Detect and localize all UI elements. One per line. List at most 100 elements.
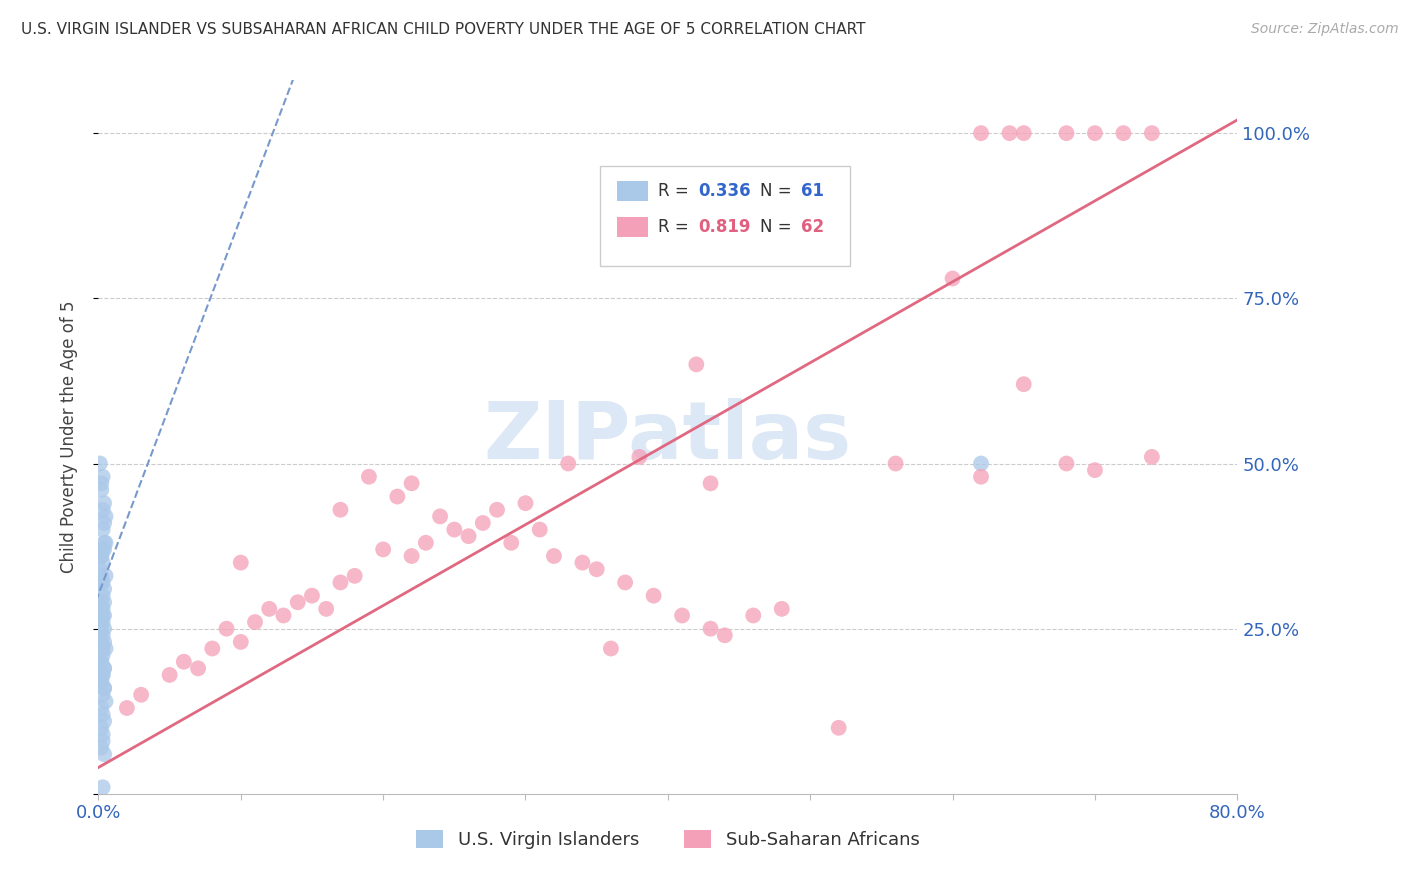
Text: R =: R =	[658, 182, 693, 200]
Point	[159, 668, 181, 682]
Point	[90, 569, 112, 583]
Point	[557, 457, 579, 471]
Bar	[617, 181, 648, 201]
Point	[998, 126, 1021, 140]
Point	[91, 469, 114, 483]
Point	[91, 556, 114, 570]
Point	[90, 674, 112, 689]
Point	[91, 542, 114, 557]
Point	[329, 502, 352, 516]
Point	[94, 694, 117, 708]
Text: U.S. VIRGIN ISLANDER VS SUBSAHARAN AFRICAN CHILD POVERTY UNDER THE AGE OF 5 CORR: U.S. VIRGIN ISLANDER VS SUBSAHARAN AFRIC…	[21, 22, 866, 37]
Point	[90, 622, 112, 636]
Text: Source: ZipAtlas.com: Source: ZipAtlas.com	[1251, 22, 1399, 37]
Point	[970, 469, 993, 483]
Point	[93, 681, 115, 695]
Point	[187, 661, 209, 675]
Point	[273, 608, 295, 623]
Text: ZIPatlas: ZIPatlas	[484, 398, 852, 476]
Point	[401, 476, 423, 491]
Point	[90, 701, 112, 715]
Point	[970, 457, 993, 471]
Point	[714, 628, 737, 642]
Text: 0.336: 0.336	[699, 182, 751, 200]
Point	[91, 641, 114, 656]
Point	[1012, 126, 1035, 140]
Point	[429, 509, 451, 524]
Point	[91, 727, 114, 741]
Point	[90, 483, 112, 497]
Point	[942, 271, 965, 285]
Text: R =: R =	[658, 218, 693, 235]
Point	[91, 608, 114, 623]
Point	[1112, 126, 1135, 140]
Point	[373, 542, 395, 557]
Point	[457, 529, 479, 543]
Text: N =: N =	[761, 218, 797, 235]
Point	[90, 655, 112, 669]
Point	[89, 562, 111, 576]
Point	[91, 668, 114, 682]
Point	[91, 602, 114, 616]
Point	[201, 641, 224, 656]
Point	[643, 589, 665, 603]
Point	[90, 602, 112, 616]
Point	[387, 490, 409, 504]
Point	[1056, 457, 1078, 471]
Point	[91, 707, 114, 722]
Point	[1056, 126, 1078, 140]
Point	[585, 562, 607, 576]
Text: 61: 61	[801, 182, 824, 200]
Point	[229, 556, 252, 570]
Point	[91, 648, 114, 662]
Point	[90, 549, 112, 563]
Point	[90, 740, 112, 755]
Point	[93, 661, 115, 675]
Point	[343, 569, 366, 583]
Text: N =: N =	[761, 182, 797, 200]
Point	[93, 681, 115, 695]
Point	[91, 615, 114, 629]
Point	[91, 628, 114, 642]
Point	[90, 655, 112, 669]
Point	[571, 556, 593, 570]
Point	[401, 549, 423, 563]
Point	[215, 622, 238, 636]
Point	[301, 589, 323, 603]
Point	[93, 608, 115, 623]
Point	[1140, 450, 1163, 464]
Point	[93, 622, 115, 636]
Point	[90, 476, 112, 491]
Point	[600, 641, 623, 656]
Point	[1140, 126, 1163, 140]
Point	[628, 450, 651, 464]
Point	[90, 674, 112, 689]
Legend: U.S. Virgin Islanders, Sub-Saharan Africans: U.S. Virgin Islanders, Sub-Saharan Afric…	[409, 822, 927, 856]
Point	[1012, 377, 1035, 392]
Point	[515, 496, 537, 510]
Point	[229, 635, 252, 649]
Y-axis label: Child Poverty Under the Age of 5: Child Poverty Under the Age of 5	[59, 301, 77, 574]
Point	[93, 516, 115, 530]
Point	[91, 688, 114, 702]
Point	[415, 536, 437, 550]
Point	[89, 615, 111, 629]
Text: 0.819: 0.819	[699, 218, 751, 235]
Point	[1084, 126, 1107, 140]
Point	[91, 589, 114, 603]
Point	[173, 655, 195, 669]
Point	[90, 595, 112, 609]
Point	[259, 602, 281, 616]
Point	[93, 582, 115, 596]
Point	[91, 523, 114, 537]
Text: 62: 62	[801, 218, 824, 235]
Point	[543, 549, 565, 563]
Point	[91, 780, 114, 795]
Point	[89, 457, 111, 471]
Point	[94, 509, 117, 524]
Point	[115, 701, 138, 715]
Point	[91, 668, 114, 682]
Point	[287, 595, 309, 609]
Point	[93, 542, 115, 557]
Point	[315, 602, 337, 616]
